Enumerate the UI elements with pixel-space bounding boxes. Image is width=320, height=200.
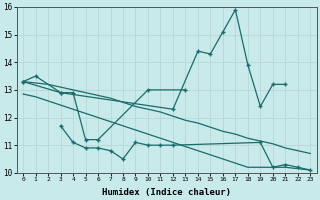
X-axis label: Humidex (Indice chaleur): Humidex (Indice chaleur) <box>102 188 231 197</box>
